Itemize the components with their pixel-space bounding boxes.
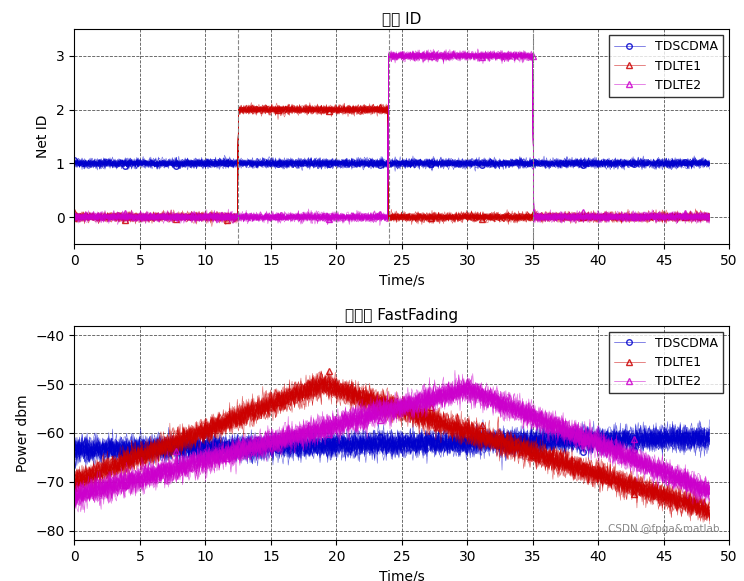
TDLTE2 xyxy=(376,214,385,221)
TDLTE1 xyxy=(691,505,700,512)
Line: TDSCDMA: TDSCDMA xyxy=(71,155,712,172)
TDLTE2 xyxy=(95,502,104,509)
TDSCDMA xyxy=(376,161,385,168)
TDLTE2 xyxy=(373,408,382,415)
TDSCDMA xyxy=(705,160,714,167)
X-axis label: Time/s: Time/s xyxy=(379,569,425,581)
TDLTE1 xyxy=(70,208,79,215)
TDSCDMA xyxy=(699,154,708,161)
TDLTE2 xyxy=(70,489,79,496)
TDLTE2 xyxy=(692,216,701,223)
TDLTE1 xyxy=(449,422,458,429)
X-axis label: Time/s: Time/s xyxy=(379,273,425,287)
Line: TDLTE2: TDLTE2 xyxy=(71,46,712,228)
Legend: TDSCDMA, TDLTE1, TDLTE2: TDSCDMA, TDLTE1, TDLTE2 xyxy=(609,35,723,97)
TDLTE2 xyxy=(415,52,424,59)
TDLTE2 xyxy=(415,407,424,414)
TDLTE2 xyxy=(450,390,459,397)
TDLTE2 xyxy=(692,489,701,496)
TDSCDMA xyxy=(70,443,79,450)
TDLTE1 xyxy=(376,403,385,410)
TDSCDMA xyxy=(593,429,602,436)
Legend: TDSCDMA, TDLTE1, TDLTE2: TDSCDMA, TDLTE1, TDLTE2 xyxy=(609,332,723,393)
Title: 网络 ID: 网络 ID xyxy=(382,12,421,27)
TDLTE1 xyxy=(705,510,714,517)
Line: TDLTE1: TDLTE1 xyxy=(71,101,712,227)
TDLTE1 xyxy=(340,99,349,106)
TDLTE2 xyxy=(444,379,453,386)
TDLTE2 xyxy=(376,410,385,417)
TDLTE2 xyxy=(70,213,79,220)
TDSCDMA xyxy=(415,166,424,173)
TDSCDMA xyxy=(414,159,423,166)
Y-axis label: Net ID: Net ID xyxy=(36,114,51,158)
TDLTE2 xyxy=(705,213,714,220)
Title: 不考虑 FastFading: 不考虑 FastFading xyxy=(345,308,458,323)
TDLTE2 xyxy=(705,492,714,498)
TDLTE2 xyxy=(593,216,602,223)
TDSCDMA xyxy=(376,445,385,452)
TDSCDMA xyxy=(70,156,79,163)
TDLTE2 xyxy=(373,216,382,223)
TDSCDMA xyxy=(705,426,714,433)
TDLTE1 xyxy=(415,414,424,421)
TDLTE1 xyxy=(70,485,79,492)
Y-axis label: Power dbm: Power dbm xyxy=(16,394,30,472)
TDLTE1 xyxy=(705,215,714,222)
TDLTE1 xyxy=(94,220,103,227)
Line: TDLTE2: TDLTE2 xyxy=(71,380,712,508)
TDSCDMA xyxy=(371,164,380,171)
TDLTE1 xyxy=(593,219,602,226)
TDLTE2 xyxy=(449,51,458,58)
Line: TDSCDMA: TDSCDMA xyxy=(71,422,712,468)
TDLTE1 xyxy=(324,368,333,375)
TDSCDMA xyxy=(415,443,424,450)
TDLTE1 xyxy=(378,104,387,111)
TDLTE1 xyxy=(591,475,600,482)
TDSCDMA xyxy=(373,444,382,451)
Line: TDLTE1: TDLTE1 xyxy=(71,368,712,523)
TDSCDMA xyxy=(449,436,458,443)
TDLTE1 xyxy=(416,211,425,218)
TDSCDMA xyxy=(464,422,472,429)
Text: CSDN @fpga&matlab: CSDN @fpga&matlab xyxy=(608,524,719,534)
TDLTE2 xyxy=(593,434,602,441)
TDLTE2 xyxy=(323,221,332,228)
TDSCDMA xyxy=(591,163,600,170)
TDSCDMA xyxy=(691,160,700,167)
TDSCDMA xyxy=(190,462,199,469)
TDLTE1 xyxy=(692,213,701,220)
TDSCDMA xyxy=(692,431,701,438)
TDSCDMA xyxy=(449,161,458,168)
TDLTE1 xyxy=(702,518,711,525)
TDLTE1 xyxy=(374,109,383,116)
TDLTE2 xyxy=(473,45,482,52)
TDLTE1 xyxy=(450,214,459,221)
TDLTE1 xyxy=(373,396,382,403)
